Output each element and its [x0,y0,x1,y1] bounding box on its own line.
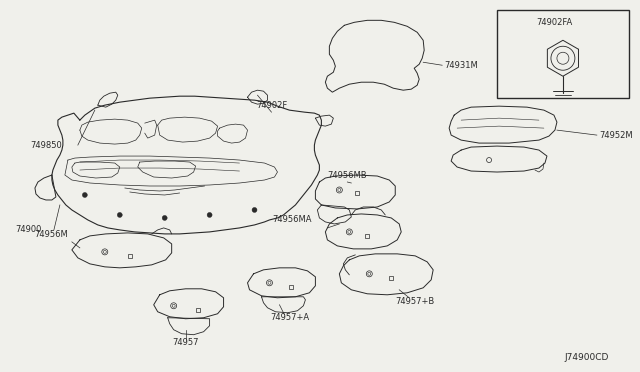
Text: 74956MA: 74956MA [272,215,312,224]
Text: 749850: 749850 [30,141,62,150]
Text: 74902FA: 74902FA [536,18,572,27]
Circle shape [207,212,212,218]
Text: J74900CD: J74900CD [564,353,609,362]
Circle shape [83,192,87,198]
Text: 74956MB: 74956MB [328,170,367,180]
Text: 74931M: 74931M [444,61,478,70]
Circle shape [252,208,257,212]
Text: 74957+A: 74957+A [270,313,309,322]
Text: 74952M: 74952M [599,131,632,140]
Text: 74956M: 74956M [34,230,68,240]
Text: 74900: 74900 [15,225,42,234]
Text: 74957+B: 74957+B [396,297,435,306]
Text: 74957: 74957 [172,338,199,347]
Text: 74902F: 74902F [256,101,287,110]
Circle shape [162,215,167,221]
Circle shape [117,212,122,218]
Bar [497,10,628,98]
